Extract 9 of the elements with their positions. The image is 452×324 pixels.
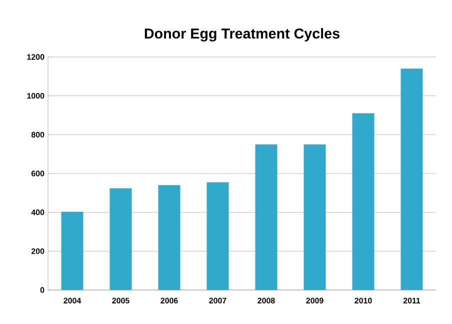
bar [158, 185, 180, 290]
chart-title: Donor Egg Treatment Cycles [144, 28, 340, 42]
bar [400, 68, 423, 290]
bar [61, 212, 84, 290]
bar [304, 144, 326, 290]
bar [255, 144, 278, 290]
bar [206, 182, 229, 290]
bar [352, 113, 374, 290]
bar [110, 188, 132, 290]
